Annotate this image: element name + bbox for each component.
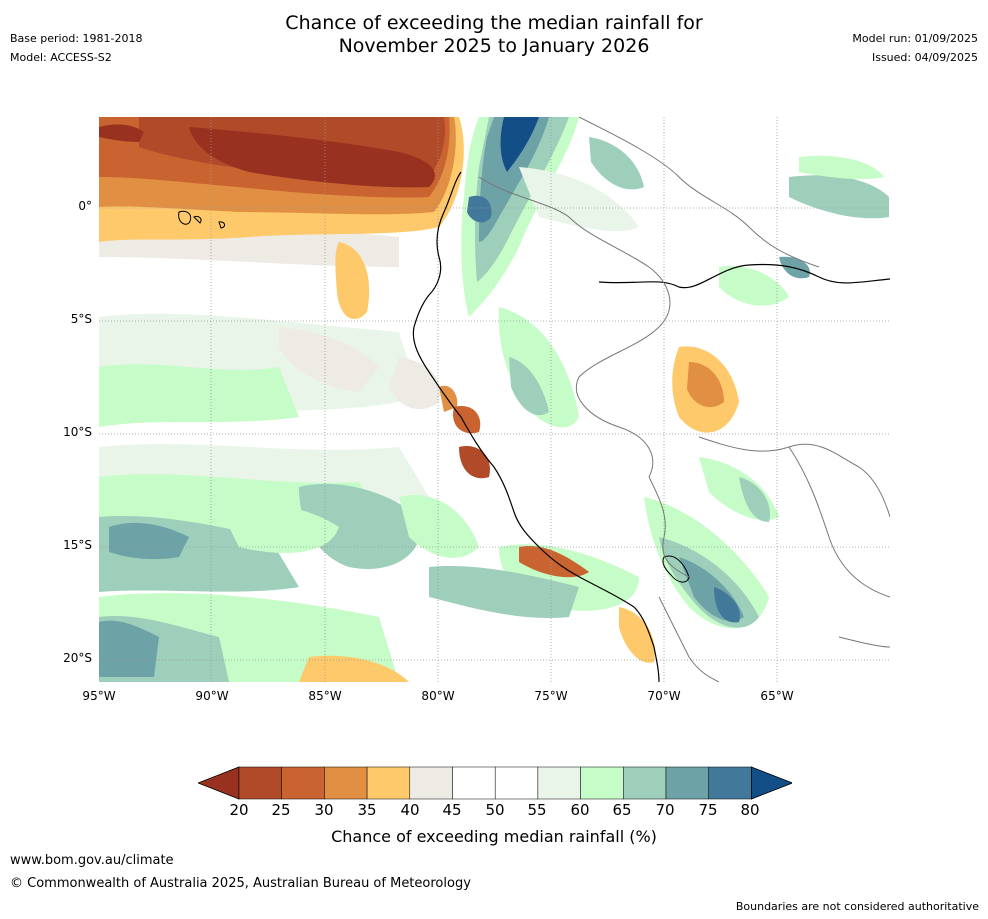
- footer-url: www.bom.gov.au/climate: [10, 853, 174, 868]
- galapagos-islands: [178, 210, 226, 229]
- colorbar-tick-25: 25: [271, 801, 291, 819]
- colorbar-swatch: [537, 766, 581, 800]
- colorbar-tick-40: 40: [400, 801, 420, 819]
- colorbar-swatch: [409, 766, 453, 800]
- dry-anomaly-brazil: [672, 346, 739, 433]
- colorbar-label: Chance of exceeding median rainfall (%): [331, 827, 657, 846]
- colorbar-tick-50: 50: [485, 801, 505, 819]
- lon-label-70w: 70°W: [647, 689, 681, 703]
- lon-label-95w: 95°W: [82, 689, 116, 703]
- colorbar-swatch: [665, 766, 709, 800]
- lat-label-10s: 10°S: [63, 425, 92, 439]
- footer-note: Boundaries are not considered authoritat…: [735, 900, 979, 913]
- map-canvas: [99, 117, 890, 682]
- colorbar-swatch: [238, 766, 282, 800]
- colorbar-tick-45: 45: [442, 801, 462, 819]
- dry-anomaly-coast: [299, 385, 655, 682]
- lake-titicaca: [662, 555, 690, 583]
- colorbar-swatch: [580, 766, 624, 800]
- colorbar: [198, 766, 792, 800]
- lon-label-80w: 80°W: [421, 689, 455, 703]
- colorbar-tick-65: 65: [612, 801, 632, 819]
- amazon-river: [598, 263, 890, 289]
- title-line-1: Chance of exceeding the median rainfall …: [285, 12, 703, 34]
- lat-label-20s: 20°S: [63, 651, 92, 665]
- lat-label-5s: 5°S: [70, 312, 92, 326]
- lon-label-90w: 90°W: [195, 689, 229, 703]
- coastline: [412, 171, 660, 682]
- country-borders: [478, 117, 890, 682]
- footer-copyright: © Commonwealth of Australia 2025, Austra…: [10, 876, 471, 891]
- base-period-text: Base period: 1981-2018: [10, 32, 143, 45]
- colorbar-tick-55: 55: [527, 801, 547, 819]
- colorbar-swatch: [623, 766, 667, 800]
- meta-right: Model run: 01/09/2025 Issued: 04/09/2025: [852, 32, 978, 70]
- dry-anomaly-north: [99, 117, 464, 320]
- rainfall-map: [99, 117, 890, 682]
- colorbar-tick-75: 75: [698, 801, 718, 819]
- colorbar-tick-30: 30: [314, 801, 334, 819]
- colorbar-tick-20: 20: [229, 801, 249, 819]
- lon-label-85w: 85°W: [308, 689, 342, 703]
- map-title: Chance of exceeding the median rainfall …: [0, 12, 988, 58]
- lat-label-15s: 15°S: [63, 538, 92, 552]
- colorbar-arrow-low: [198, 766, 240, 800]
- lat-label-0: 0°: [78, 199, 92, 213]
- model-run-text: Model run: 01/09/2025: [852, 32, 978, 45]
- gridlines: [99, 117, 890, 682]
- colorbar-tick-60: 60: [570, 801, 590, 819]
- colorbar-swatch: [366, 766, 411, 800]
- issued-text: Issued: 04/09/2025: [871, 51, 978, 64]
- colorbar-swatch: [281, 766, 325, 800]
- lon-label-75w: 75°W: [534, 689, 568, 703]
- meta-left: Base period: 1981-2018 Model: ACCESS-S2: [10, 32, 142, 70]
- model-text: Model: ACCESS-S2: [10, 51, 112, 64]
- colorbar-swatch: [324, 766, 368, 800]
- colorbar-tick-35: 35: [357, 801, 377, 819]
- title-line-2: November 2025 to January 2026: [338, 35, 650, 57]
- colorbar-swatch: [708, 766, 752, 800]
- colorbar-swatch: [494, 766, 539, 800]
- colorbar-tick-80: 80: [740, 801, 760, 819]
- colorbar-swatch: [452, 766, 496, 800]
- colorbar-arrow-high: [751, 766, 792, 800]
- colorbar-tick-70: 70: [655, 801, 675, 819]
- wet-anomaly-colombia: [461, 117, 644, 317]
- lon-label-65w: 65°W: [760, 689, 794, 703]
